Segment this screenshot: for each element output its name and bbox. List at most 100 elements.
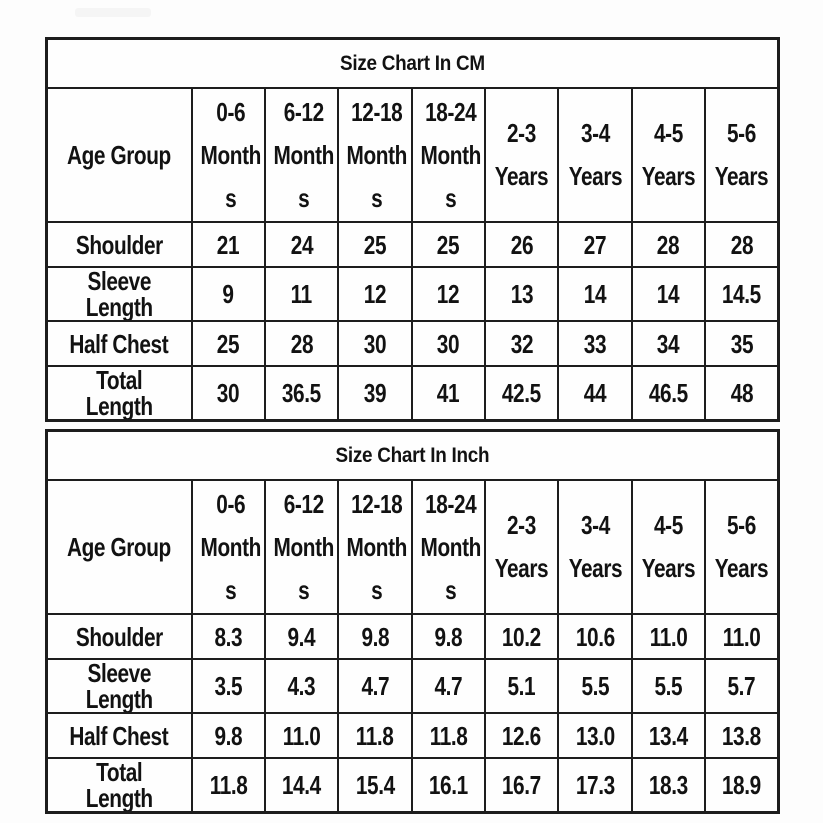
size-value-text: 30 (363, 328, 387, 359)
size-value-text: 25 (437, 229, 460, 260)
table-row: Half Chest 25 28 30 30 32 33 34 35 (45, 320, 780, 367)
row-label: Sleeve Length (45, 658, 193, 714)
size-value-cell: 11.0 (704, 613, 780, 660)
column-header: 2-3 Years (483, 479, 560, 615)
size-value-text: 9.4 (287, 621, 316, 652)
size-value-text: 25 (217, 328, 240, 359)
column-header-text: 5-6 Years (714, 510, 769, 583)
table-row: Total Length 30 36.5 39 41 42.5 44 46.5 48 (45, 365, 780, 422)
column-header: 18-24 Month s (410, 87, 487, 223)
column-header-text: 0-6 Month s (200, 488, 261, 605)
size-value-cell: 5.7 (704, 658, 780, 714)
table-row: Sleeve Length 9 11 12 12 13 14 14 14.5 (45, 266, 780, 322)
size-value-cell: 25 (410, 221, 487, 268)
age-group-header: Age Group (45, 87, 193, 223)
size-value-text: 9.8 (434, 621, 463, 652)
column-header: 12-18 Month s (337, 87, 413, 223)
column-header-text: 2-3 Years (494, 510, 549, 583)
size-value-text: 9.8 (214, 720, 243, 751)
size-value-text: 14 (657, 279, 680, 309)
table-row: Shoulder 8.3 9.4 9.8 9.8 10.2 10.6 11.0 11.0 (45, 613, 780, 660)
column-header-text: 2-3 Years (494, 118, 549, 191)
column-header: 12-18 Month s (337, 479, 413, 615)
size-value-cell: 12 (337, 266, 413, 322)
size-value-text: 13 (510, 279, 534, 309)
column-header-text: 3-4 Years (568, 118, 622, 191)
size-value-cell: 26 (483, 221, 560, 268)
size-value-text: 11.0 (282, 720, 321, 751)
size-value-text: 32 (510, 328, 534, 359)
size-value-cell: 10.2 (483, 613, 560, 660)
row-label-text: Total Length (85, 758, 153, 813)
table-row: Shoulder 21 24 25 25 26 27 28 28 (45, 221, 780, 268)
size-value-text: 39 (363, 378, 387, 408)
header-row: Age Group 0-6 Month s 6-12 Month s 12-18 Mo… (45, 87, 780, 223)
table-row: Half Chest 9.8 11.0 11.8 11.8 12.6 13.0 13.4 13.… (45, 712, 780, 759)
size-chart-cm-table: Size Chart In CM Age Group 0-6 Month s 6-12… (45, 37, 780, 422)
title-row: Size Chart In Inch (45, 429, 780, 481)
size-value-cell: 13.4 (630, 712, 707, 759)
size-value-cell: 12.6 (483, 712, 560, 759)
size-value-cell: 3.5 (190, 658, 266, 714)
size-value-text: 33 (583, 328, 607, 359)
size-value-text: 4.7 (434, 671, 463, 701)
column-header-text: 6-12 Month s (273, 96, 334, 213)
size-value-text: 14.5 (722, 279, 761, 309)
brand-badge (75, 8, 151, 17)
size-value-text: 11.8 (356, 720, 394, 751)
header-row: Age Group 0-6 Month s 6-12 Month s 12-18 Mo… (45, 479, 780, 615)
size-value-cell: 9 (190, 266, 266, 322)
column-header-text: 0-6 Month s (200, 96, 261, 213)
size-value-cell: 14 (630, 266, 707, 322)
column-header: 4-5 Years (630, 479, 707, 615)
size-value-text: 5.5 (654, 671, 683, 701)
size-value-text: 11.0 (722, 621, 761, 652)
size-value-text: 21 (217, 229, 240, 260)
size-value-text: 28 (730, 229, 753, 260)
size-value-cell: 5.5 (630, 658, 707, 714)
size-value-text: 9 (222, 279, 235, 309)
row-label-text: Shoulder (75, 621, 163, 652)
size-value-text: 12 (363, 279, 387, 309)
size-value-text: 48 (730, 378, 753, 408)
row-label-text: Half Chest (69, 720, 169, 751)
table-row: Sleeve Length 3.5 4.3 4.7 4.7 5.1 5.5 5.5 5.7 (45, 658, 780, 714)
size-value-text: 13.8 (722, 720, 761, 751)
size-value-cell: 46.5 (630, 365, 707, 422)
size-value-cell: 18.9 (704, 757, 780, 814)
size-value-cell: 14.4 (263, 757, 340, 814)
table-title: Size Chart In CM (45, 37, 780, 89)
table-title-text: Size Chart In CM (340, 51, 485, 75)
size-value-cell: 30 (190, 365, 266, 422)
size-value-cell: 4.3 (263, 658, 340, 714)
column-header-text: 3-4 Years (568, 510, 622, 583)
column-header-text: 4-5 Years (641, 510, 696, 583)
size-value-cell: 9.4 (263, 613, 340, 660)
size-value-cell: 9.8 (410, 613, 487, 660)
size-value-text: 25 (363, 229, 387, 260)
size-value-text: 46.5 (648, 378, 688, 408)
size-value-text: 13.4 (648, 720, 688, 751)
row-label: Shoulder (45, 613, 193, 660)
size-value-cell: 5.5 (557, 658, 633, 714)
row-label: Half Chest (45, 712, 193, 759)
size-value-text: 12 (437, 279, 460, 309)
size-value-cell: 18.3 (630, 757, 707, 814)
size-value-cell: 16.7 (483, 757, 560, 814)
size-value-cell: 14 (557, 266, 633, 322)
title-row: Size Chart In CM (45, 37, 780, 89)
size-value-text: 27 (583, 229, 607, 260)
column-header: 0-6 Month s (190, 87, 266, 223)
size-value-text: 5.7 (727, 671, 756, 701)
size-value-cell: 28 (704, 221, 780, 268)
size-value-cell: 28 (630, 221, 707, 268)
size-value-cell: 28 (263, 320, 340, 367)
row-label-text: Sleeve Length (85, 659, 153, 713)
size-value-text: 26 (510, 229, 534, 260)
size-value-cell: 13.8 (704, 712, 780, 759)
row-label-text: Sleeve Length (85, 267, 153, 321)
row-label-text: Total Length (85, 366, 153, 421)
size-value-text: 11.8 (209, 770, 248, 800)
size-value-text: 5.5 (581, 671, 609, 701)
size-value-text: 28 (657, 229, 680, 260)
